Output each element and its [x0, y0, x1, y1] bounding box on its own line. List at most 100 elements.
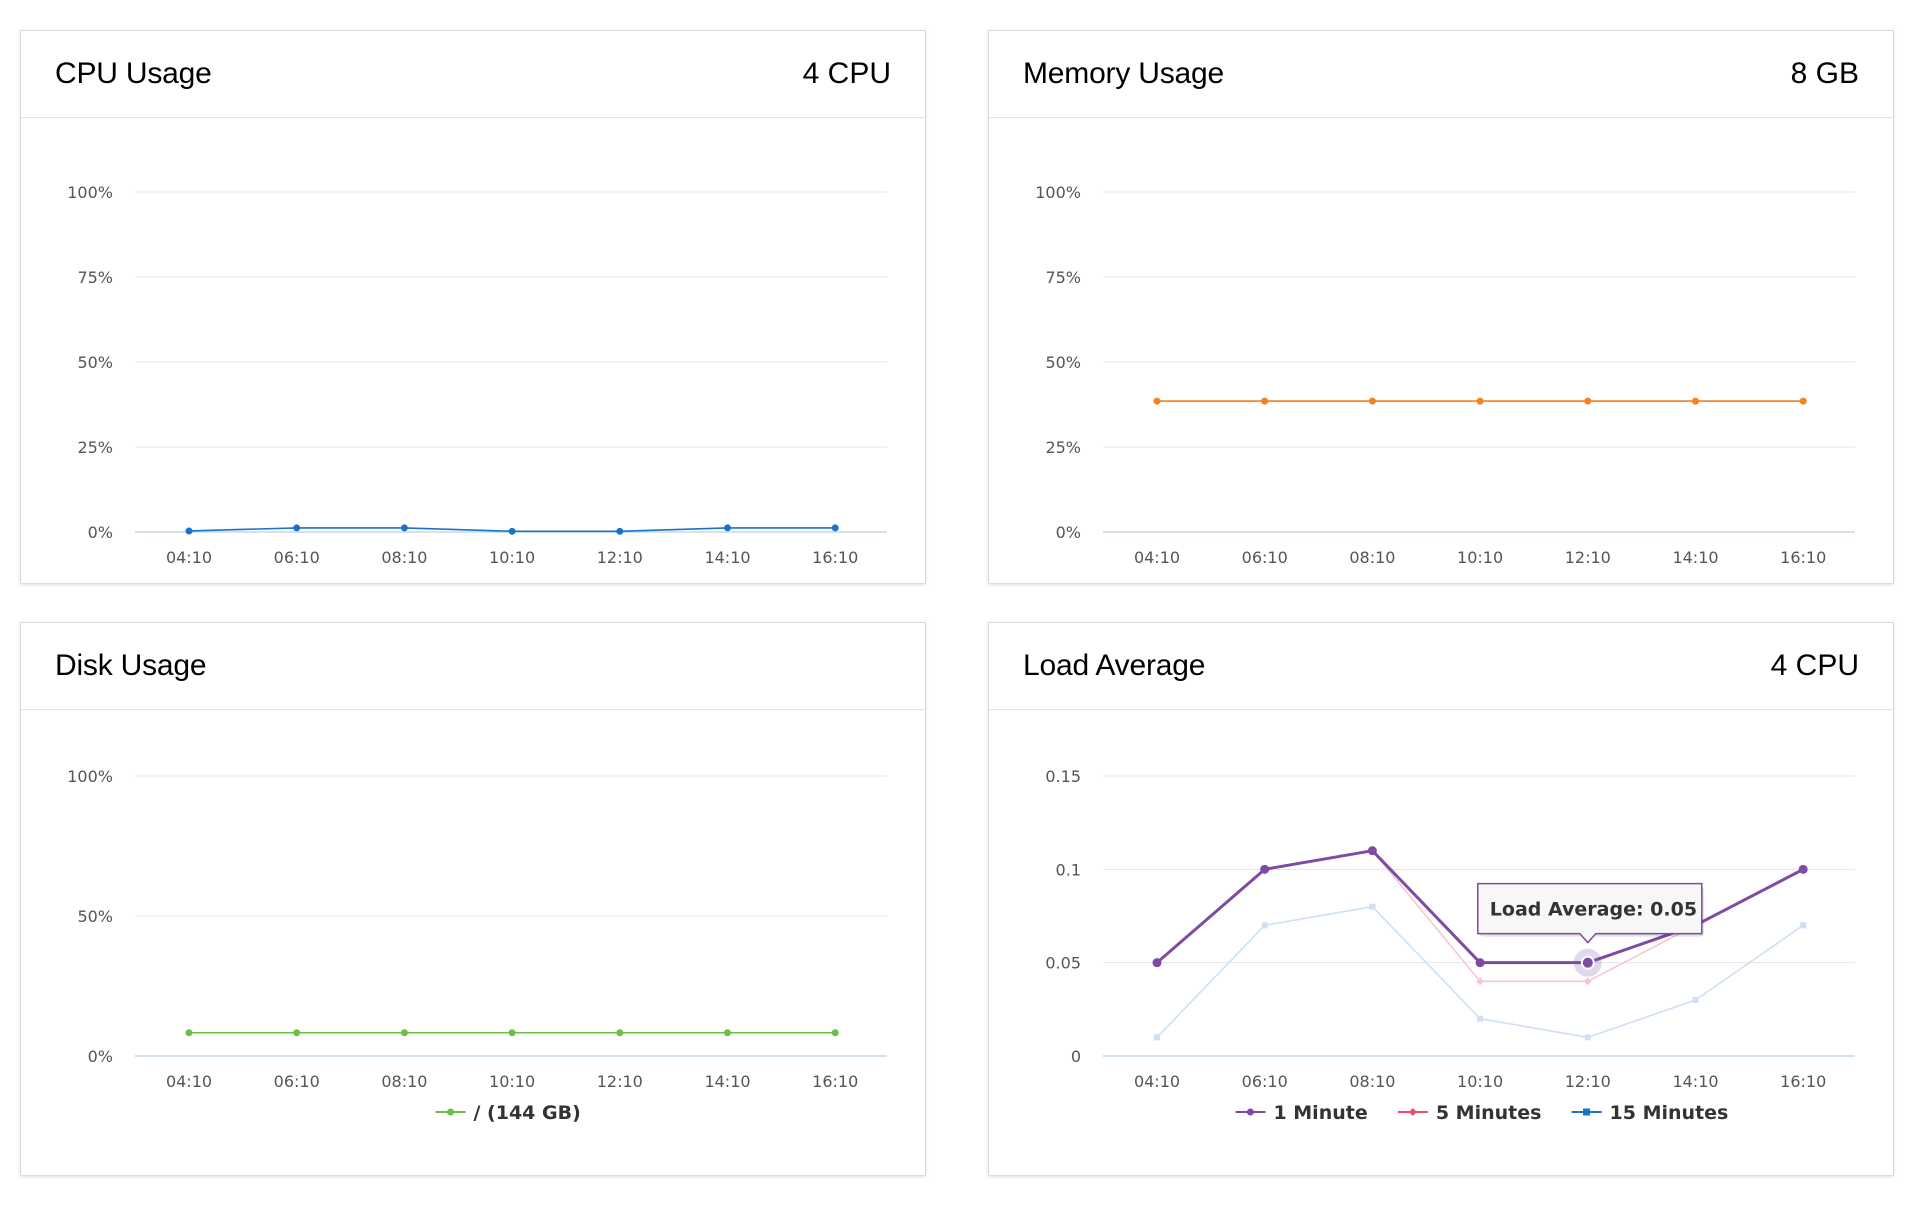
x-tick-label: 04:10 [166, 548, 212, 567]
memory-usage-card: Memory Usage 8 GB 100% 75% 50% 25% 0% 04:10 06… [988, 30, 1894, 584]
y-tick-label: 100% [67, 183, 113, 202]
x-tick-label: 16:10 [812, 1072, 858, 1091]
y-tick-label: 100% [1035, 183, 1081, 202]
data-point [293, 1029, 301, 1037]
y-tick-label: 0.1 [1056, 860, 1081, 879]
load-average-card: Load Average 4 CPU 0.15 0.1 0.05 0 04:10 06:1… [988, 622, 1894, 1176]
data-point [1261, 397, 1269, 405]
data-point [1476, 977, 1485, 986]
legend-label: 15 Minutes [1610, 1102, 1729, 1124]
x-tick-label: 12:10 [1565, 548, 1611, 567]
hover-point [1580, 955, 1595, 970]
data-point [1152, 958, 1162, 968]
x-tick-label: 06:10 [274, 1072, 320, 1091]
data-point [1369, 903, 1376, 910]
legend-label: 1 Minute [1273, 1102, 1367, 1124]
disk-usage-chart: 100% 50% 0% 04:10 06:10 08:10 10:10 12:10 14:10 1… [67, 767, 887, 1124]
data-point [616, 1029, 624, 1037]
data-point [1154, 1034, 1160, 1041]
legend-item: / (144 GB) [435, 1102, 581, 1124]
x-tick-label: 04:10 [166, 1072, 212, 1091]
x-tick-label: 14:10 [1672, 548, 1718, 567]
data-point [1475, 958, 1485, 968]
card-header: Memory Usage 8 GB [989, 31, 1893, 118]
memory-total: 8 GB [1790, 57, 1859, 90]
y-tick-label: 0.15 [1045, 767, 1081, 786]
x-tick-label: 14:10 [704, 1072, 750, 1091]
data-point [1368, 397, 1376, 405]
data-point [1799, 397, 1807, 405]
x-tick-label: 12:10 [597, 548, 643, 567]
y-tick-label: 0% [1056, 523, 1081, 542]
y-tick-label: 0.05 [1045, 954, 1081, 973]
data-point [616, 527, 624, 535]
y-tick-label: 100% [67, 767, 113, 786]
data-point [508, 1029, 516, 1037]
data-point [1367, 846, 1377, 856]
y-tick-label: 50% [1045, 353, 1081, 372]
data-point [293, 524, 301, 532]
x-tick-label: 06:10 [1242, 1072, 1288, 1091]
legend-item: 1 Minute [1235, 1102, 1368, 1124]
x-tick-label: 10:10 [1457, 548, 1503, 567]
y-tick-label: 50% [77, 353, 113, 372]
legend-item: 5 Minutes [1397, 1102, 1542, 1124]
disk-usage-card: Disk Usage 100% 50% 0% 04:10 06:10 08:10 10:10… [20, 622, 926, 1176]
data-point [1476, 397, 1484, 405]
tooltip-label: Load Average: 0.05 [1490, 899, 1697, 921]
y-tick-label: 0% [88, 1047, 113, 1066]
y-tick-label: 75% [77, 268, 113, 287]
cpu-usage-chart: 100% 75% 50% 25% 0% 04:10 06:10 08:10 10:10 12:10… [67, 183, 887, 567]
legend-label: / (144 GB) [474, 1102, 581, 1124]
x-tick-label: 16:10 [1780, 548, 1826, 567]
cpu-count: 4 CPU [802, 57, 891, 90]
x-tick-label: 16:10 [1780, 1072, 1826, 1091]
data-point [1692, 397, 1699, 405]
x-tick-label: 04:10 [1134, 1072, 1180, 1091]
card-title: Memory Usage [1023, 57, 1224, 90]
y-tick-label: 25% [1045, 438, 1081, 457]
data-point [1477, 1015, 1484, 1022]
data-point [1261, 922, 1268, 929]
data-point [831, 1029, 839, 1037]
card-header: CPU Usage 4 CPU [21, 31, 925, 118]
legend-marker [1246, 1108, 1254, 1116]
data-point [831, 524, 839, 532]
x-tick-label: 10:10 [489, 1072, 535, 1091]
legend-item: 15 Minutes [1571, 1102, 1729, 1124]
data-point [1583, 977, 1592, 986]
cpu-usage-card: CPU Usage 4 CPU 100% 75% 50% 25% 0% 04:10 06:1… [20, 30, 926, 584]
y-tick-label: 0 [1071, 1047, 1081, 1066]
data-point [724, 1029, 731, 1037]
data-point [400, 524, 408, 532]
x-tick-label: 08:10 [1349, 548, 1395, 567]
tooltip-box [1477, 882, 1703, 944]
legend-marker [1583, 1108, 1591, 1116]
x-tick-label: 12:10 [1565, 1072, 1611, 1091]
x-tick-label: 12:10 [597, 1072, 643, 1091]
x-tick-label: 16:10 [812, 548, 858, 567]
data-point [400, 1029, 408, 1037]
y-tick-label: 25% [77, 438, 113, 457]
x-tick-label: 10:10 [489, 548, 535, 567]
data-point [508, 527, 516, 535]
data-point [1584, 397, 1592, 405]
x-tick-label: 04:10 [1134, 548, 1180, 567]
data-point [1153, 397, 1161, 405]
data-point [185, 527, 193, 535]
card-title: CPU Usage [55, 57, 212, 90]
x-tick-label: 08:10 [1349, 1072, 1395, 1091]
data-point [1260, 864, 1270, 874]
card-header: Disk Usage [21, 623, 925, 710]
data-point [185, 1029, 193, 1037]
x-tick-label: 14:10 [704, 548, 750, 567]
load-average-chart: 0.15 0.1 0.05 0 04:10 06:10 08:10 10:10 12:10 14:… [1045, 767, 1855, 1124]
cpu-count: 4 CPU [1770, 649, 1859, 682]
x-tick-label: 14:10 [1672, 1072, 1718, 1091]
legend-label: 5 Minutes [1436, 1102, 1542, 1124]
legend-marker [1408, 1108, 1417, 1116]
data-point [1692, 997, 1699, 1003]
memory-usage-chart: 100% 75% 50% 25% 0% 04:10 06:10 08:10 10:10 12:10… [1035, 183, 1855, 567]
x-tick-label: 06:10 [1242, 548, 1288, 567]
x-tick-label: 10:10 [1457, 1072, 1503, 1091]
